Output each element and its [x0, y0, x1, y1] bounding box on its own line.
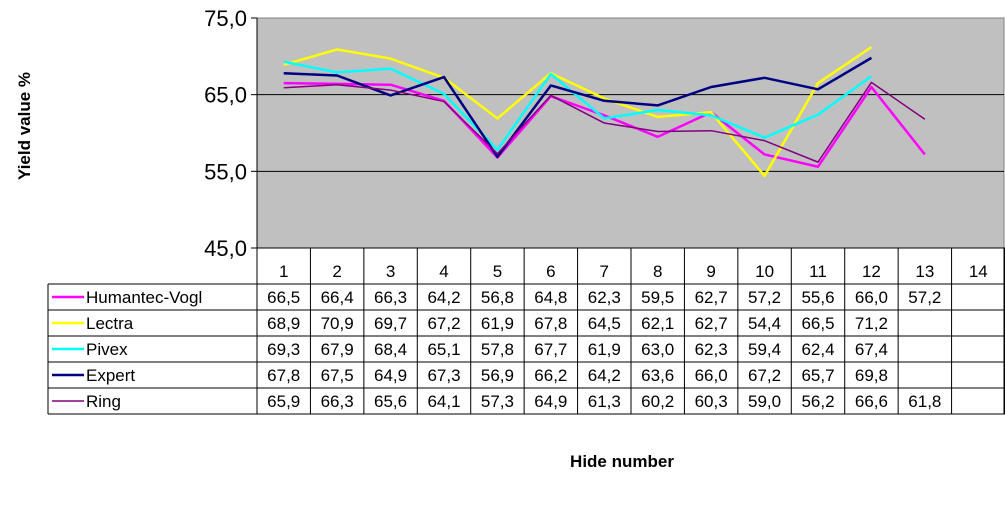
data-label: 62,7 [695, 288, 728, 307]
data-label: 66,5 [267, 288, 300, 307]
data-label: 67,4 [855, 340, 888, 359]
data-label: 62,4 [801, 340, 834, 359]
data-label: 67,5 [321, 366, 354, 385]
data-label: 67,2 [748, 366, 781, 385]
x-tick-label: 10 [755, 262, 774, 281]
data-label: 61,9 [588, 340, 621, 359]
data-label: 64,2 [588, 366, 621, 385]
plot-background [256, 17, 1005, 249]
x-tick-label: 2 [332, 262, 341, 281]
data-label: 66,4 [321, 288, 354, 307]
data-label: 59,0 [748, 392, 781, 411]
data-label: 63,0 [641, 340, 674, 359]
data-label: 66,6 [855, 392, 888, 411]
x-tick-label: 1 [279, 262, 288, 281]
x-tick-label: 12 [862, 262, 881, 281]
y-tick-label: 65,0 [204, 83, 247, 108]
data-label: 56,8 [481, 288, 514, 307]
data-label: 65,6 [374, 392, 407, 411]
series-line-lectra [283, 46, 873, 178]
series-line-expert [283, 56, 873, 159]
data-label: 59,4 [748, 340, 781, 359]
data-label: 67,8 [534, 314, 567, 333]
data-label: 66,3 [374, 288, 407, 307]
data-label: 54,4 [748, 314, 781, 333]
x-tick-label: 3 [386, 262, 395, 281]
legend-label: Lectra [86, 314, 134, 333]
data-label: 67,8 [267, 366, 300, 385]
data-label: 56,9 [481, 366, 514, 385]
data-label: 64,8 [534, 288, 567, 307]
data-label: 60,2 [641, 392, 674, 411]
data-label: 64,1 [427, 392, 460, 411]
legend-label: Ring [86, 392, 121, 411]
data-label: 62,7 [695, 314, 728, 333]
x-tick-label: 9 [706, 262, 715, 281]
data-label: 65,9 [267, 392, 300, 411]
x-tick-label: 13 [915, 262, 934, 281]
data-label: 67,9 [321, 340, 354, 359]
data-label: 57,8 [481, 340, 514, 359]
data-label: 61,8 [908, 392, 941, 411]
data-label: 64,9 [374, 366, 407, 385]
data-label: 64,2 [427, 288, 460, 307]
y-axis-title: Yield value % [15, 72, 34, 180]
data-label: 69,7 [374, 314, 407, 333]
x-tick-label: 8 [653, 262, 662, 281]
x-tick-label: 6 [546, 262, 555, 281]
legend-label: Expert [86, 366, 135, 385]
data-label: 61,3 [588, 392, 621, 411]
data-label: 62,3 [588, 288, 621, 307]
data-label: 71,2 [855, 314, 888, 333]
x-tick-label: 4 [439, 262, 448, 281]
axis-labels: Yield value % Hide number [15, 72, 674, 471]
x-tick-label: 5 [493, 262, 502, 281]
data-label: 55,6 [801, 288, 834, 307]
data-label: 64,5 [588, 314, 621, 333]
data-label: 66,0 [695, 366, 728, 385]
legend-label: Humantec-Vogl [86, 288, 202, 307]
legend-label: Pivex [86, 340, 128, 359]
data-label: 67,2 [427, 314, 460, 333]
data-label: 65,7 [801, 366, 834, 385]
data-label: 56,2 [801, 392, 834, 411]
y-tick-label: 75,0 [204, 6, 247, 31]
x-axis-title: Hide number [570, 452, 674, 471]
data-label: 61,9 [481, 314, 514, 333]
data-label: 66,3 [321, 392, 354, 411]
data-label: 67,3 [427, 366, 460, 385]
data-label: 70,9 [321, 314, 354, 333]
data-label: 57,3 [481, 392, 514, 411]
x-tick-label: 14 [969, 262, 988, 281]
x-tick-label: 7 [600, 262, 609, 281]
data-label: 57,2 [748, 288, 781, 307]
data-label: 69,3 [267, 340, 300, 359]
data-label: 68,9 [267, 314, 300, 333]
data-label: 67,7 [534, 340, 567, 359]
data-label: 59,5 [641, 288, 674, 307]
data-label: 65,1 [427, 340, 460, 359]
data-label: 63,6 [641, 366, 674, 385]
y-tick-label: 55,0 [204, 159, 247, 184]
series-line-ring [283, 81, 926, 163]
x-tick-label: 11 [809, 262, 827, 281]
data-label: 62,1 [641, 314, 674, 333]
data-label: 66,5 [801, 314, 834, 333]
data-label: 66,2 [534, 366, 567, 385]
series-line-humantec-vogl [283, 81, 926, 168]
data-label: 64,9 [534, 392, 567, 411]
data-label: 62,3 [695, 340, 728, 359]
data-label: 68,4 [374, 340, 407, 359]
y-tick-label: 45,0 [204, 236, 247, 261]
data-label: 69,8 [855, 366, 888, 385]
plot-area: 45,0 55,0 65,0 75,0 [204, 6, 1005, 261]
data-label: 66,0 [855, 288, 888, 307]
data-label: 57,2 [908, 288, 941, 307]
data-label: 60,3 [695, 392, 728, 411]
series-line-pivex [283, 60, 873, 152]
